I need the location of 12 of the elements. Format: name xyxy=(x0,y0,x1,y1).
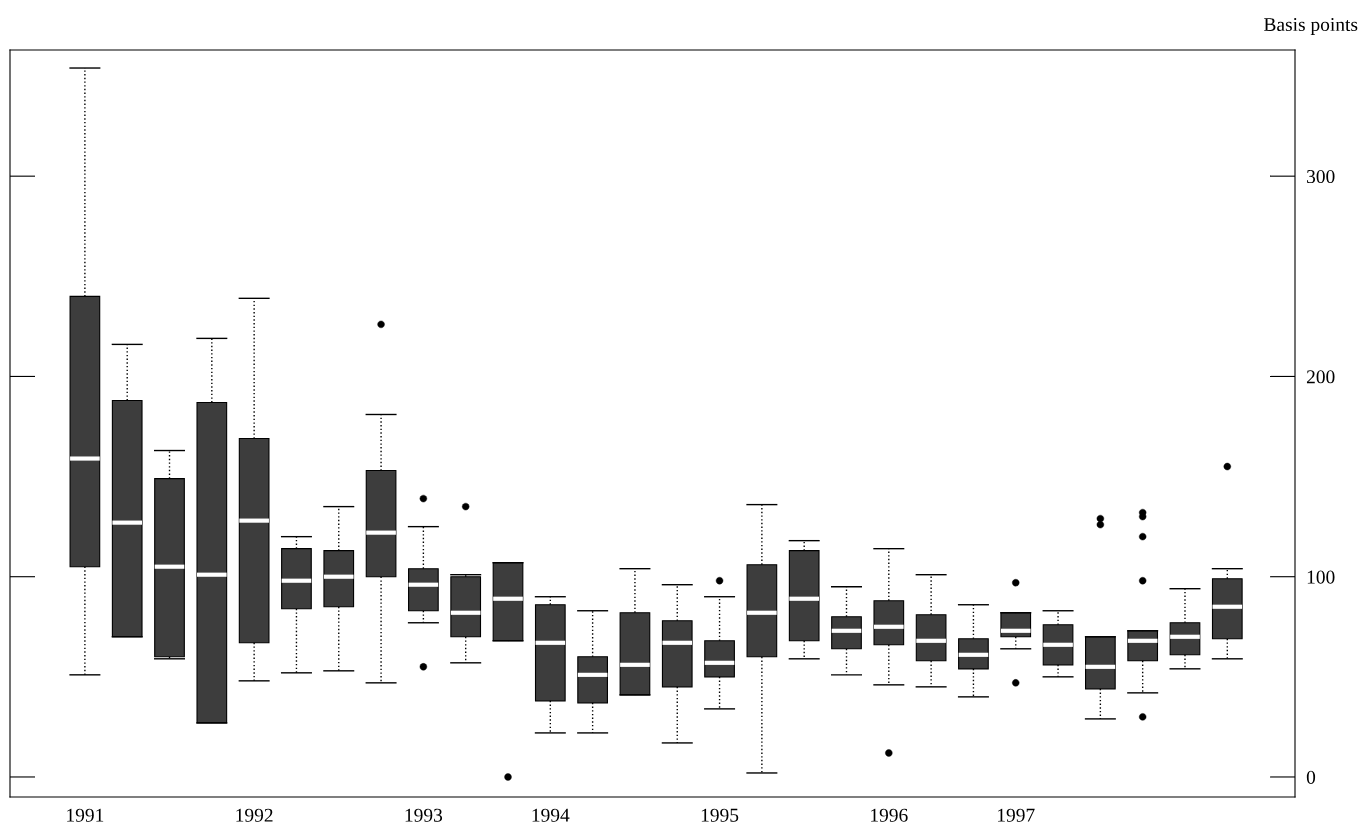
y-tick-label: 300 xyxy=(1307,169,1335,184)
x-tick-label: 1993 xyxy=(405,808,443,822)
y-axis-title: Basis points xyxy=(1264,17,1358,35)
y-tick-label: 100 xyxy=(1307,570,1335,584)
x-tick-label: 1991 xyxy=(67,808,104,822)
x-tick-label: 1994 xyxy=(532,808,570,822)
x-tick-label: 1995 xyxy=(701,808,739,822)
y-tick-label: 0 xyxy=(1306,770,1316,784)
y-tick-label: 200 xyxy=(1306,370,1335,384)
x-tick-label: 1997 xyxy=(998,808,1035,822)
x-tick-label: 1996 xyxy=(871,808,908,822)
x-tick-label: 1992 xyxy=(236,808,273,822)
